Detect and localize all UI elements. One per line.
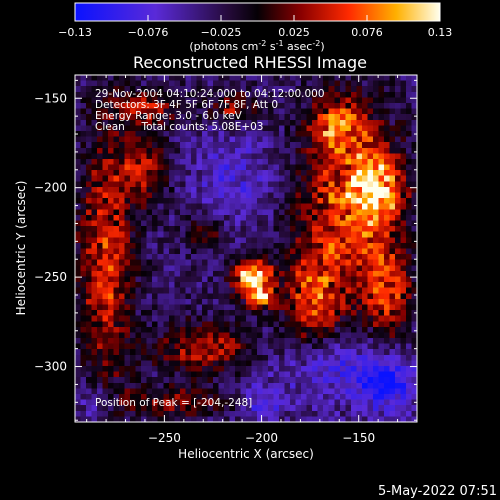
colorbar-tick-label: 0.076 <box>351 26 383 39</box>
colorbar-tick-label: 0.13 <box>428 26 453 39</box>
colorbar-tick-label: −0.13 <box>58 26 92 39</box>
colorbar-unit-label: (photons cm-2 s-1 asec-2) <box>189 39 324 53</box>
y-tick-label: −150 <box>34 91 67 105</box>
y-axis-label: Heliocentric Y (arcsec) <box>14 181 28 316</box>
x-axis-label: Heliocentric X (arcsec) <box>178 447 314 461</box>
y-tick-label: −200 <box>34 181 67 195</box>
plot-frame <box>74 74 418 423</box>
chart-title: Reconstructed RHESSI Image <box>133 53 367 72</box>
colorbar-ticks: −0.13 −0.076 −0.025 0.025 0.076 0.13 <box>58 15 452 39</box>
colorbar-tick-label: −0.025 <box>201 26 242 39</box>
x-tick-label: −250 <box>148 431 181 445</box>
colorbar-gradient-bar <box>74 2 441 22</box>
annotation-peak-position: Position of Peak = [-204,-248] <box>95 397 252 409</box>
x-tick-label: −200 <box>245 431 278 445</box>
colorbar: −0.13 −0.076 −0.025 0.025 0.076 0.13 (photons… <box>58 2 452 53</box>
colorbar-tick-label: 0.025 <box>278 26 310 39</box>
footer-date: 5-May-2022 07:51 <box>378 484 497 499</box>
annotation-detectors: Detectors: 3F 4F 5F 6F 7F 8F, Att 0 <box>95 99 278 111</box>
heatmap-raster <box>75 75 417 422</box>
colorbar-tick-label: −0.076 <box>128 26 169 39</box>
heatmap-image <box>75 75 417 422</box>
annotation-time-range: 29-Nov-2004 04:10:24.000 to 04:12:00.000 <box>95 88 325 100</box>
y-tick-label: −300 <box>34 360 67 374</box>
annotation-energy-range: Energy Range: 3.0 - 6.0 keV <box>95 110 243 122</box>
annotations: 29-Nov-2004 04:10:24.000 to 04:12:00.000… <box>95 88 325 409</box>
x-tick-label: −150 <box>342 431 375 445</box>
annotation-clean-counts: Clean Total counts: 5.08E+03 <box>95 121 264 133</box>
y-tick-label: −250 <box>34 270 67 284</box>
axis-ticks: −250 −200 −150 −150 −200 −250 −300 <box>34 75 418 445</box>
